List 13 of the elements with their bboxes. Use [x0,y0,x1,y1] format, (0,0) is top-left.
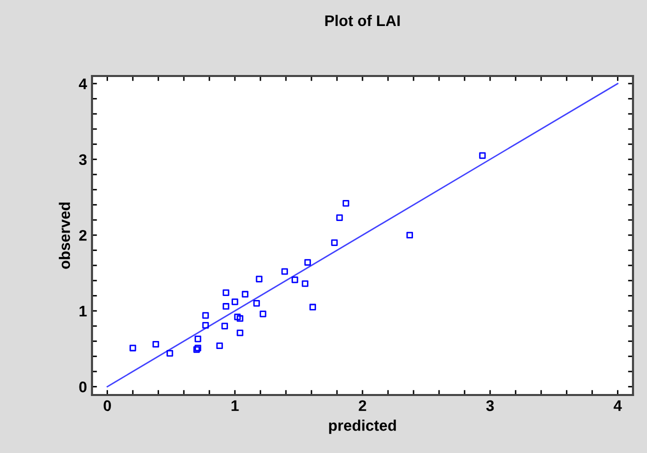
y-tick-label: 3 [78,154,87,166]
x-tick-label: 2 [358,400,366,411]
y-tick-label: 1 [80,306,87,316]
y-tick-label: 4 [78,78,88,90]
x-axis-title: predicted [329,420,396,434]
y-axis-title: observed [58,202,70,269]
chart-title: Plot of LAI [325,14,400,26]
x-tick-label: 1 [232,400,239,411]
y-tick-label: 2 [79,230,87,241]
x-tick-label: 3 [486,400,494,412]
x-tick-label: 0 [104,400,111,412]
y-tick-label: 0 [79,382,87,392]
x-tick-label: 4 [614,400,622,411]
